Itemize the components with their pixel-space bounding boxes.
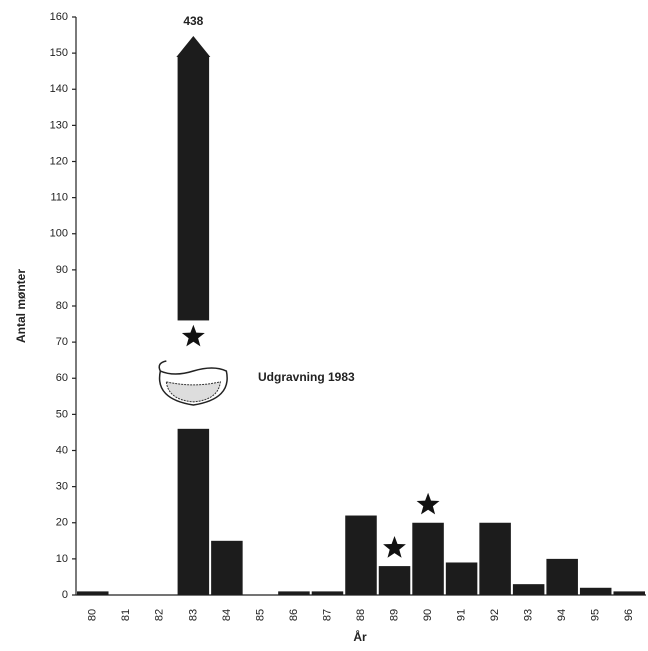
x-tick-label: 86 — [288, 609, 300, 621]
bar — [445, 562, 478, 595]
y-tick-label: 120 — [50, 155, 68, 167]
bar — [311, 591, 344, 595]
bar — [546, 558, 578, 595]
bar — [512, 584, 545, 595]
star — [181, 324, 205, 347]
bar — [77, 591, 109, 595]
y-tick-label: 70 — [56, 336, 68, 348]
y-tick-label: 40 — [56, 444, 68, 456]
x-tick-label: 94 — [556, 609, 568, 621]
y-tick-label: 140 — [50, 83, 68, 95]
bar — [278, 591, 310, 595]
x-tick-label: 88 — [355, 609, 367, 621]
x-tick-label: 95 — [590, 609, 602, 621]
x-tick-label: 80 — [87, 609, 99, 621]
bar — [345, 515, 377, 595]
annotation: Udgravning 1983 — [258, 370, 355, 384]
bar — [579, 587, 612, 595]
bar — [378, 566, 411, 595]
pot-handle — [158, 360, 167, 372]
bar — [479, 522, 511, 595]
y-tick-label: 0 — [62, 589, 68, 601]
y-tick-label: 60 — [56, 372, 68, 384]
y-tick-label: 90 — [56, 264, 68, 276]
overflow-arrow — [176, 36, 211, 57]
y-tick-label: 80 — [56, 300, 68, 312]
x-axis-label: År — [353, 629, 367, 644]
x-tick-label: 93 — [523, 609, 535, 621]
x-tick-label: 90 — [422, 609, 434, 621]
x-tick-label: 83 — [187, 609, 199, 621]
y-tick-label: 110 — [50, 192, 68, 204]
y-tick-label: 160 — [50, 11, 68, 23]
x-tick-label: 87 — [321, 609, 333, 621]
y-tick-label: 50 — [56, 408, 68, 420]
bar — [177, 57, 210, 595]
bar — [613, 591, 645, 595]
x-tick-label: 91 — [455, 609, 467, 621]
bars — [77, 57, 645, 595]
bar — [412, 522, 444, 595]
y-tick-label: 10 — [56, 553, 68, 565]
x-tick-label: 81 — [120, 609, 132, 621]
star — [416, 492, 440, 515]
x-tick-label: 89 — [388, 609, 400, 621]
y-tick-label: 100 — [50, 228, 68, 240]
x-tick-label: 84 — [221, 609, 233, 621]
y-tick-label: 30 — [56, 481, 68, 493]
x-tick-label: 96 — [623, 609, 635, 621]
pot-coins — [165, 381, 221, 403]
x-tick-label: 82 — [154, 609, 166, 621]
x-tick-label: 92 — [489, 609, 501, 621]
y-tick-label: 150 — [50, 47, 68, 59]
value-label: 438 — [183, 14, 203, 28]
x-tick-label: 85 — [254, 609, 266, 621]
y-tick-label: 130 — [50, 119, 68, 131]
y-tick-label: 20 — [56, 517, 68, 529]
y-axis-label: Antal mønter — [14, 269, 28, 343]
star — [383, 536, 406, 558]
bar — [211, 540, 243, 595]
